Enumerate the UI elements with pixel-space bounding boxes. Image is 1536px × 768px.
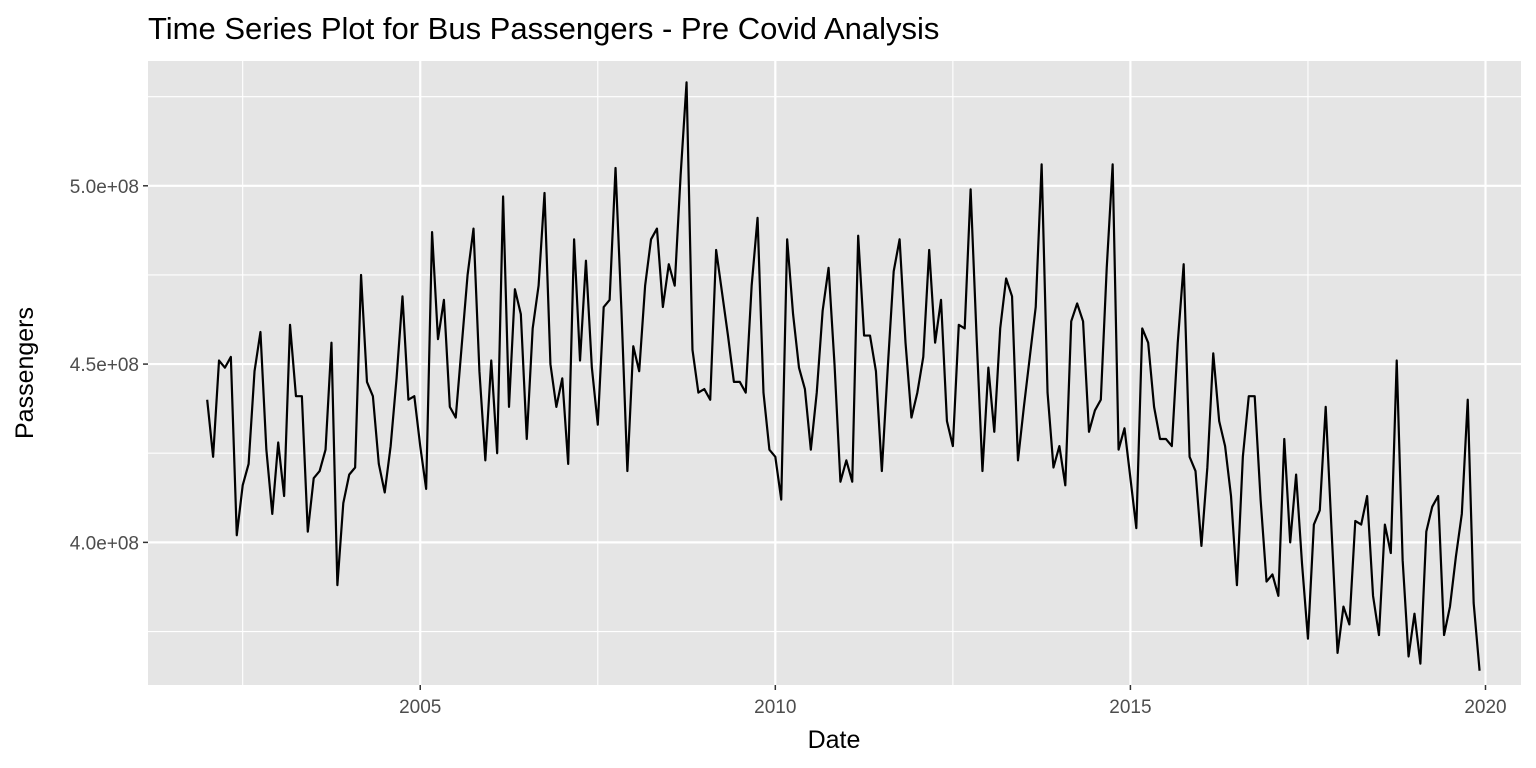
x-tick-label: 2015 [1109,697,1151,718]
x-tick-label: 2020 [1464,697,1506,718]
y-tick-label: 5.0e+08 [70,177,139,198]
x-axis-title: Date [808,726,861,754]
chart-title: Time Series Plot for Bus Passengers - Pr… [148,11,939,46]
y-tick-label: 4.5e+08 [70,355,139,376]
x-axis: 2005 2010 2015 2020 [399,685,1507,718]
x-tick-label: 2010 [754,697,796,718]
x-tick-label: 2005 [399,697,441,718]
y-axis: 4.0e+08 4.5e+08 5.0e+08 [70,177,148,554]
y-tick-label: 4.0e+08 [70,533,139,554]
series-line-passengers [206,81,1481,671]
y-axis-title: Passengers [11,307,39,439]
